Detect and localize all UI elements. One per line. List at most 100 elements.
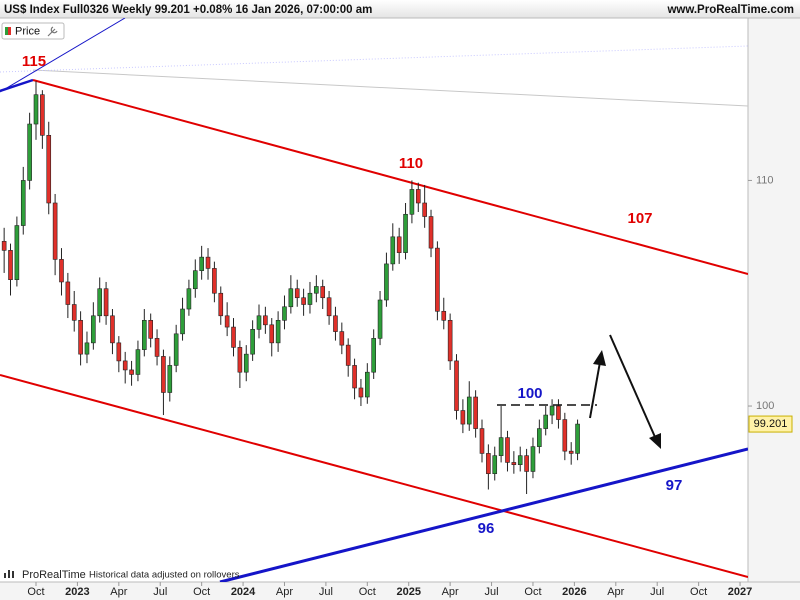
candle-body <box>492 455 498 475</box>
candle-body <box>1 241 7 251</box>
candle-body <box>224 315 230 328</box>
candle-body <box>568 450 574 454</box>
candle-body <box>84 342 90 355</box>
logo-bar <box>12 571 14 578</box>
x-tick-label: Apr <box>607 586 624 598</box>
candle-body <box>460 410 466 425</box>
candle-body <box>441 310 447 321</box>
x-tick-label: 2024 <box>231 586 256 598</box>
candle-body <box>307 292 313 305</box>
candle-body <box>403 213 408 253</box>
candle-body <box>78 320 83 355</box>
candle-body <box>358 387 364 398</box>
gray-line <box>32 69 748 107</box>
candle-body <box>20 180 26 226</box>
annotation: 115 <box>22 53 46 70</box>
arrow-down <box>609 334 656 438</box>
candle-body <box>52 202 58 260</box>
header-bar <box>0 0 800 18</box>
x-tick-label: 2023 <box>65 586 89 598</box>
last-price-label: 99.201 <box>754 418 788 430</box>
candle-body <box>110 315 115 344</box>
candle-body <box>384 263 389 301</box>
candle-body <box>466 396 472 425</box>
x-tick-label: Jul <box>485 586 499 598</box>
x-tick-label: Jul <box>650 586 664 598</box>
annotation: 97 <box>666 477 683 494</box>
candle-body <box>97 288 103 317</box>
candle-body <box>371 338 376 373</box>
arrow-up-head <box>593 350 606 366</box>
candle-body <box>135 349 141 375</box>
candle-body <box>428 216 434 249</box>
annotation: 110 <box>399 155 423 172</box>
candle-body <box>103 288 109 317</box>
candle-body <box>256 315 262 330</box>
footer-logo <box>4 570 14 578</box>
candle-body <box>199 256 204 271</box>
candle-body <box>71 304 77 321</box>
x-tick-label: 2025 <box>396 586 420 598</box>
annotation: 100 <box>517 385 542 402</box>
candle-body <box>543 414 549 429</box>
candle-body <box>409 189 415 215</box>
blue-thin-line <box>0 18 126 93</box>
annotation: 107 <box>627 210 652 227</box>
x-tick-label: Oct <box>690 586 707 598</box>
x-tick-label: Apr <box>276 586 293 598</box>
x-axis-panel <box>0 582 800 600</box>
candle-body <box>192 270 198 290</box>
candle-body <box>294 288 300 299</box>
candle-body <box>486 453 491 475</box>
candle-body <box>556 405 561 420</box>
candle-body <box>46 135 52 204</box>
candle-body <box>345 344 351 366</box>
candle-body <box>27 123 32 181</box>
candle-body <box>129 369 134 375</box>
arrow-up <box>589 361 601 419</box>
candle-body <box>180 308 185 335</box>
footer-brand: ProRealTime <box>22 569 86 581</box>
candle-body <box>396 236 402 253</box>
y-tick-label: 100 <box>756 400 774 412</box>
candle-body <box>479 428 485 454</box>
x-tick-label: Apr <box>442 586 459 598</box>
candle-body <box>447 320 453 362</box>
candle-body <box>161 356 166 393</box>
candle-body <box>269 324 275 344</box>
last-price-box <box>748 415 793 433</box>
blue-support-line <box>219 447 748 582</box>
legend-swatch-up <box>5 27 8 35</box>
x-tick-label: Jul <box>153 586 167 598</box>
legend-swatch-down <box>8 27 11 35</box>
candle-body <box>231 326 236 348</box>
candle-body <box>167 365 173 393</box>
candle-body <box>511 462 517 465</box>
candle-body <box>390 236 396 265</box>
candle-body <box>237 347 243 373</box>
candle-body <box>575 423 580 454</box>
candle-body <box>537 428 542 447</box>
x-tick-label: Oct <box>193 586 210 598</box>
candle-body <box>530 446 536 472</box>
candle-body <box>59 259 64 283</box>
red-lower-channel <box>0 374 748 578</box>
candle-body <box>314 286 319 294</box>
candle-body <box>377 299 383 339</box>
candle-body <box>8 250 13 280</box>
legend-settings-icon[interactable] <box>47 26 58 37</box>
candle-body <box>524 455 529 472</box>
candle-body <box>333 315 338 332</box>
candle-body <box>339 331 345 346</box>
candle-body <box>282 306 287 321</box>
x-tick-label: Jul <box>319 586 333 598</box>
x-tick-label: Oct <box>27 586 44 598</box>
candle-body <box>320 286 326 299</box>
candle-body <box>154 338 160 357</box>
arrow-down-head <box>649 433 661 449</box>
candle-body <box>33 94 39 125</box>
header-source: www.ProRealTime.com <box>666 4 794 16</box>
candle-body <box>122 360 128 371</box>
